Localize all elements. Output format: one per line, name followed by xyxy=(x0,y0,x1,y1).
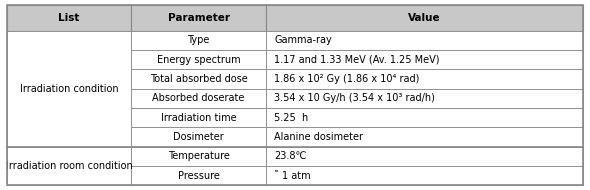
Text: Value: Value xyxy=(408,13,441,23)
Text: Pressure: Pressure xyxy=(178,171,219,181)
Text: Irradiation condition: Irradiation condition xyxy=(19,84,119,94)
Bar xyxy=(266,147,583,166)
Bar xyxy=(266,50,583,69)
Bar xyxy=(131,69,266,89)
Bar xyxy=(266,31,583,50)
Bar xyxy=(131,89,266,108)
Text: List: List xyxy=(58,13,80,23)
Bar xyxy=(131,50,266,69)
Text: 1.86 x 10² Gy (1.86 x 10⁴ rad): 1.86 x 10² Gy (1.86 x 10⁴ rad) xyxy=(274,74,419,84)
Text: Total absorbed dose: Total absorbed dose xyxy=(150,74,247,84)
Bar xyxy=(266,89,583,108)
Bar xyxy=(7,147,131,185)
Bar xyxy=(266,127,583,147)
Text: ˜ 1 atm: ˜ 1 atm xyxy=(274,171,311,181)
Text: Energy spectrum: Energy spectrum xyxy=(157,55,240,65)
Bar xyxy=(266,166,583,185)
Text: Gamma-ray: Gamma-ray xyxy=(274,36,332,45)
Text: Alanine dosimeter: Alanine dosimeter xyxy=(274,132,363,142)
Bar xyxy=(131,31,266,50)
Text: Irradiation time: Irradiation time xyxy=(160,113,237,123)
Text: Absorbed doserate: Absorbed doserate xyxy=(152,93,245,103)
Text: Type: Type xyxy=(188,36,209,45)
Bar xyxy=(266,5,583,31)
Bar xyxy=(7,5,131,31)
Bar xyxy=(7,31,131,147)
Text: 3.54 x 10 Gy/h (3.54 x 10³ rad/h): 3.54 x 10 Gy/h (3.54 x 10³ rad/h) xyxy=(274,93,435,103)
Text: 1.17 and 1.33 MeV (Av. 1.25 MeV): 1.17 and 1.33 MeV (Av. 1.25 MeV) xyxy=(274,55,440,65)
Bar xyxy=(266,69,583,89)
Bar xyxy=(131,147,266,166)
Text: Irradiation room condition: Irradiation room condition xyxy=(6,161,132,171)
Text: Dosimeter: Dosimeter xyxy=(173,132,224,142)
Text: Temperature: Temperature xyxy=(168,151,230,161)
Bar xyxy=(266,108,583,127)
Bar xyxy=(131,5,266,31)
Text: 23.8℃: 23.8℃ xyxy=(274,151,307,161)
Bar xyxy=(131,166,266,185)
Text: 5.25  h: 5.25 h xyxy=(274,113,309,123)
Bar xyxy=(131,108,266,127)
Text: Parameter: Parameter xyxy=(168,13,230,23)
Bar xyxy=(131,127,266,147)
